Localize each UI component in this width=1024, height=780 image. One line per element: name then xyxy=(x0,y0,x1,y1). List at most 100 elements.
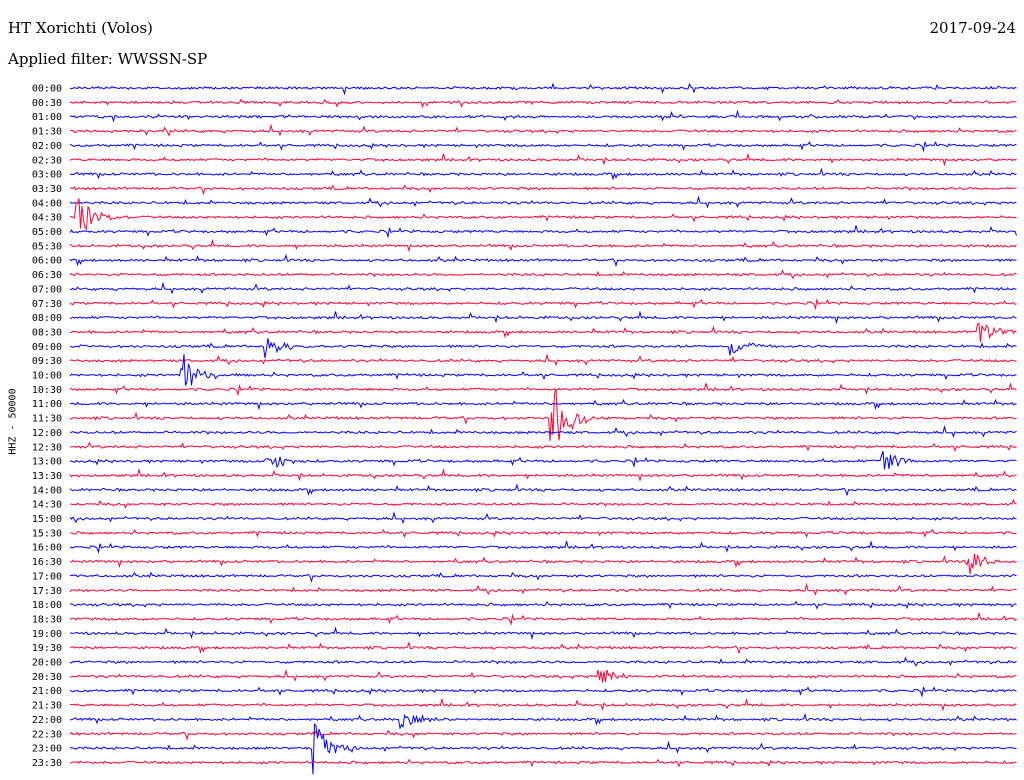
trace-line xyxy=(69,582,1017,596)
time-label: 08:30 xyxy=(32,327,62,338)
trace-line xyxy=(69,198,1017,231)
trace-line xyxy=(69,388,1017,442)
time-label: 04:30 xyxy=(32,213,62,224)
trace-line xyxy=(69,571,1017,583)
trace-line xyxy=(69,167,1017,181)
time-label: 12:00 xyxy=(32,428,62,439)
trace-line xyxy=(69,281,1017,295)
time-label: 07:00 xyxy=(32,284,62,295)
filter-label: Applied filter: WWSSN-SP xyxy=(8,50,208,68)
trace-line xyxy=(69,450,1017,470)
time-label: 04:00 xyxy=(32,198,62,209)
time-label: 02:30 xyxy=(32,155,62,166)
time-label: 23:30 xyxy=(32,758,62,769)
time-label: 16:00 xyxy=(32,543,62,554)
station-title: HT Xorichti (Volos) xyxy=(8,19,153,37)
trace-line xyxy=(69,98,1017,109)
trace-line xyxy=(69,141,1017,153)
time-label: 01:30 xyxy=(32,127,62,138)
time-label: 17:30 xyxy=(32,586,62,597)
time-label: 20:30 xyxy=(32,672,62,683)
trace-line xyxy=(69,297,1017,311)
time-label: 23:00 xyxy=(32,744,62,755)
time-label: 01:00 xyxy=(32,112,62,123)
date-label: 2017-09-24 xyxy=(929,19,1016,37)
trace-line xyxy=(69,656,1017,667)
time-label: 07:30 xyxy=(32,299,62,310)
time-label: 15:30 xyxy=(32,528,62,539)
trace-line xyxy=(69,382,1017,397)
trace-line xyxy=(69,338,1017,359)
trace-line xyxy=(69,184,1017,196)
trace-line xyxy=(69,758,1017,768)
time-label: 10:00 xyxy=(32,371,62,382)
trace-line xyxy=(69,511,1017,525)
time-label: 22:30 xyxy=(32,729,62,740)
time-label: 03:00 xyxy=(32,170,62,181)
trace-line xyxy=(69,225,1017,239)
trace-line xyxy=(69,353,1017,367)
time-label: 15:00 xyxy=(32,514,62,525)
time-label: 16:30 xyxy=(32,557,62,568)
trace-line xyxy=(69,723,1017,775)
time-label: 09:30 xyxy=(32,356,62,367)
time-label: 14:30 xyxy=(32,500,62,511)
time-label: 09:00 xyxy=(32,342,62,353)
trace-line xyxy=(69,612,1017,626)
trace-line xyxy=(69,82,1017,96)
time-label: 06:30 xyxy=(32,270,62,281)
time-label: 05:00 xyxy=(32,227,62,238)
time-label: 13:00 xyxy=(32,457,62,468)
time-label: 21:30 xyxy=(32,701,62,712)
time-label: 18:00 xyxy=(32,600,62,611)
trace-line xyxy=(70,712,1017,730)
trace-line xyxy=(70,528,1017,539)
trace-line xyxy=(69,600,1017,610)
trace-line xyxy=(69,441,1017,452)
trace-line xyxy=(69,553,1017,575)
time-label: 20:00 xyxy=(32,658,62,669)
time-label: 10:30 xyxy=(32,385,62,396)
time-label: 00:30 xyxy=(32,98,62,109)
time-label: 17:00 xyxy=(32,571,62,582)
time-label: 13:30 xyxy=(32,471,62,482)
trace-line xyxy=(69,686,1017,698)
trace-line xyxy=(69,498,1017,509)
time-label: 11:00 xyxy=(32,399,62,410)
trace-line xyxy=(69,238,1017,253)
time-label: 22:00 xyxy=(32,715,62,726)
trace-line xyxy=(69,697,1017,712)
trace-line xyxy=(69,398,1017,411)
time-label: 05:30 xyxy=(32,241,62,252)
trace-line xyxy=(69,253,1017,268)
trace-line xyxy=(69,152,1017,167)
time-label: 14:00 xyxy=(32,485,62,496)
trace-line xyxy=(69,668,1017,683)
time-label: 21:00 xyxy=(32,686,62,697)
trace-line xyxy=(69,310,1017,325)
trace-line xyxy=(69,269,1017,280)
trace-line xyxy=(69,424,1017,439)
time-label: 08:00 xyxy=(32,313,62,324)
time-label: 06:00 xyxy=(32,256,62,267)
trace-line xyxy=(69,540,1017,555)
time-label: 19:30 xyxy=(32,643,62,654)
trace-line xyxy=(69,729,1017,741)
trace-line xyxy=(69,626,1017,640)
time-label: 03:30 xyxy=(32,184,62,195)
trace-line xyxy=(69,641,1017,655)
trace-line xyxy=(69,354,1017,386)
trace-line xyxy=(69,322,1017,343)
trace-line xyxy=(69,483,1017,497)
time-label: 12:30 xyxy=(32,442,62,453)
time-label: 02:00 xyxy=(32,141,62,152)
time-label: 00:00 xyxy=(32,84,62,95)
trace-line xyxy=(69,468,1017,483)
trace-line xyxy=(69,109,1017,123)
trace-line xyxy=(69,195,1017,209)
time-label: 18:30 xyxy=(32,614,62,625)
time-label: 11:30 xyxy=(32,414,62,425)
time-label: 19:00 xyxy=(32,629,62,640)
trace-line xyxy=(69,123,1017,137)
